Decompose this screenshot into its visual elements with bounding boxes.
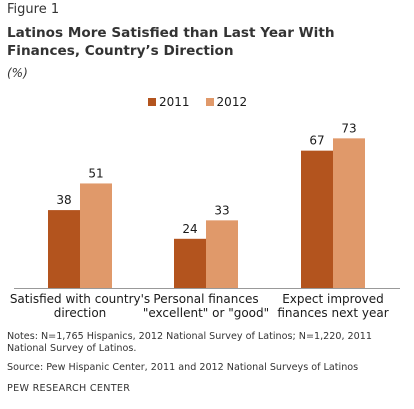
source: Source: Pew Hispanic Center, 2011 and 20… [7,362,359,373]
data-label-2012-1: 33 [214,203,229,217]
bar-2011-2 [301,150,333,288]
units-label: (%) [7,66,28,80]
category-label-1-0: Personal finances [153,292,258,306]
category-label-2-1: finances next year [277,306,388,320]
category-label-0-0: Satisfied with country's [10,292,150,306]
bar-2012-2 [333,138,365,288]
legend-item-2012: 2012 [205,95,248,109]
category-label-1-1: "excellent" or "good" [143,306,269,320]
figure-label: Figure 1 [7,2,60,17]
bar-2012-1 [206,220,238,288]
data-label-2012-2: 73 [341,121,356,135]
data-label-2012-0: 51 [88,166,103,180]
data-label-2011-2: 67 [309,134,324,148]
brand-label: PEW RESEARCH CENTER [7,383,131,394]
bar-2012-0 [80,183,112,288]
bar-2011-1 [174,238,206,288]
category-label-2-0: Expect improved [282,292,384,306]
bar-2011-0 [48,210,80,288]
legend-label-2012: 2012 [216,95,248,109]
legend: 2011 2012 [148,95,263,109]
category-label-0-1: direction [54,306,107,320]
legend-item-2011: 2011 [148,95,190,109]
legend-label-2011: 2011 [159,95,190,109]
notes: Notes: N=1,765 Hispanics, 2012 National … [7,331,372,354]
data-label-2011-0: 38 [56,193,71,207]
data-label-2011-1: 24 [182,222,197,236]
chart-title: Latinos More Satisfied than Last Year Wi… [7,25,335,59]
legend-swatch-2011 [148,98,156,106]
legend-swatch-2012 [205,98,214,106]
